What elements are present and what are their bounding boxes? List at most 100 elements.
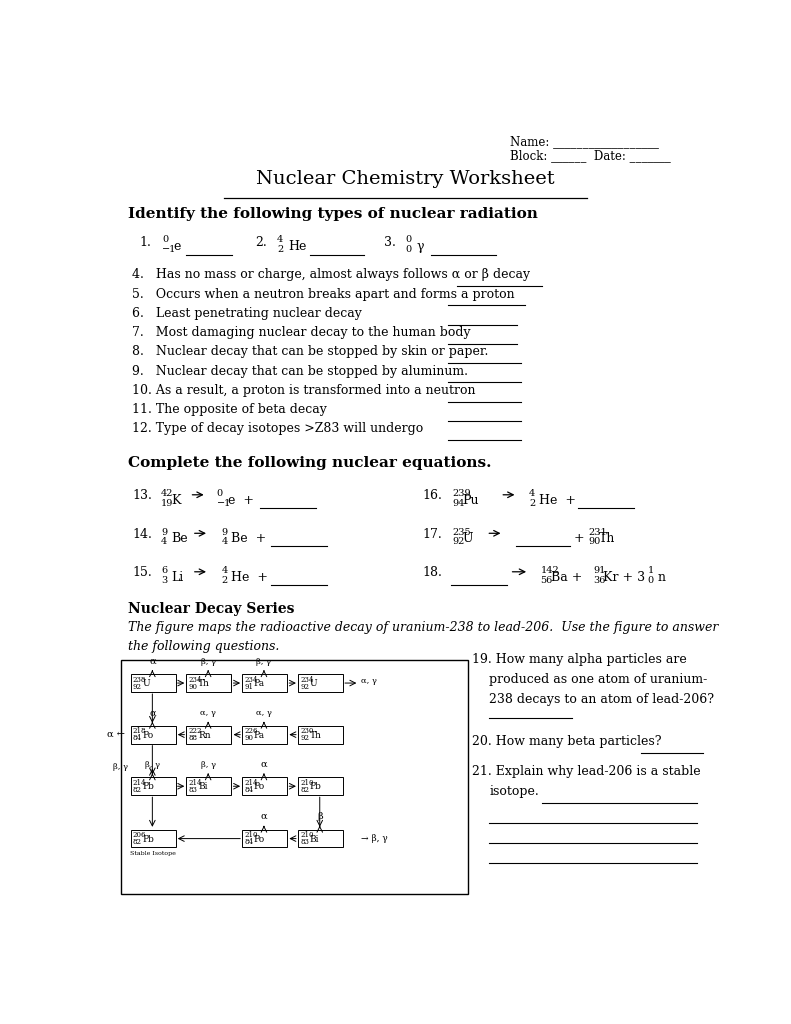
Text: 84: 84 bbox=[244, 839, 254, 846]
Text: e  +: e + bbox=[229, 494, 254, 507]
Text: Pu: Pu bbox=[463, 494, 479, 507]
Text: → β, γ: → β, γ bbox=[361, 835, 388, 843]
FancyBboxPatch shape bbox=[298, 726, 343, 743]
Text: Nuclear Decay Series: Nuclear Decay Series bbox=[128, 602, 295, 615]
Text: e: e bbox=[173, 240, 180, 253]
Text: β, γ: β, γ bbox=[145, 761, 160, 769]
Text: 2: 2 bbox=[529, 499, 536, 508]
Text: 7.   Most damaging nuclear decay to the human body: 7. Most damaging nuclear decay to the hu… bbox=[132, 327, 471, 339]
Text: 92: 92 bbox=[452, 538, 464, 546]
FancyBboxPatch shape bbox=[131, 726, 176, 743]
Text: 2: 2 bbox=[221, 575, 228, 585]
Text: 82: 82 bbox=[133, 839, 142, 846]
FancyBboxPatch shape bbox=[242, 674, 287, 692]
Text: Block: ______  Date: _______: Block: ______ Date: _______ bbox=[509, 150, 671, 162]
Text: α: α bbox=[261, 760, 267, 769]
Text: 0: 0 bbox=[162, 236, 168, 245]
Text: 4: 4 bbox=[161, 538, 167, 546]
Text: Pa: Pa bbox=[254, 731, 265, 739]
Text: 214: 214 bbox=[189, 779, 202, 786]
Text: 6.   Least penetrating nuclear decay: 6. Least penetrating nuclear decay bbox=[132, 307, 362, 319]
Text: the following questions.: the following questions. bbox=[128, 640, 280, 653]
Text: β, γ: β, γ bbox=[201, 761, 216, 769]
Text: 142: 142 bbox=[540, 566, 559, 575]
Text: 0: 0 bbox=[406, 245, 412, 254]
Text: 0: 0 bbox=[406, 236, 412, 245]
Text: Li: Li bbox=[171, 570, 184, 584]
Text: 214: 214 bbox=[244, 779, 258, 786]
Text: 84: 84 bbox=[133, 734, 142, 742]
Text: 4.   Has no mass or charge, almost always follows α or β decay: 4. Has no mass or charge, almost always … bbox=[132, 268, 530, 282]
Text: 210: 210 bbox=[244, 831, 258, 840]
Text: 36: 36 bbox=[593, 575, 606, 585]
Text: β, γ: β, γ bbox=[112, 763, 127, 771]
Text: 0: 0 bbox=[217, 489, 223, 499]
Text: 83: 83 bbox=[189, 785, 198, 794]
Text: 210: 210 bbox=[301, 779, 314, 786]
Text: 235: 235 bbox=[452, 528, 471, 537]
Text: 238 decays to an atom of lead-206?: 238 decays to an atom of lead-206? bbox=[490, 693, 714, 707]
Text: 82: 82 bbox=[133, 785, 142, 794]
Text: Th: Th bbox=[309, 731, 322, 739]
Text: Bi: Bi bbox=[309, 835, 320, 844]
Text: Th: Th bbox=[599, 532, 615, 545]
Text: 0: 0 bbox=[648, 575, 653, 585]
FancyBboxPatch shape bbox=[120, 659, 467, 894]
Text: isotope.: isotope. bbox=[490, 785, 539, 798]
Text: 4: 4 bbox=[277, 236, 283, 245]
FancyBboxPatch shape bbox=[242, 726, 287, 743]
Text: 2: 2 bbox=[277, 245, 283, 254]
FancyBboxPatch shape bbox=[131, 674, 176, 692]
Text: 1: 1 bbox=[648, 566, 654, 575]
Text: 83: 83 bbox=[301, 839, 309, 846]
Text: 2.: 2. bbox=[255, 237, 267, 249]
FancyBboxPatch shape bbox=[298, 777, 343, 795]
Text: 222: 222 bbox=[189, 727, 202, 735]
FancyBboxPatch shape bbox=[131, 829, 176, 848]
Text: Complete the following nuclear equations.: Complete the following nuclear equations… bbox=[128, 456, 492, 470]
Text: 18.: 18. bbox=[423, 566, 443, 580]
Text: 56: 56 bbox=[540, 575, 553, 585]
Text: 21. Explain why lead-206 is a stable: 21. Explain why lead-206 is a stable bbox=[472, 765, 701, 778]
Text: Po: Po bbox=[142, 731, 153, 739]
Text: He: He bbox=[288, 240, 306, 253]
Text: α: α bbox=[149, 709, 156, 718]
Text: −1: −1 bbox=[217, 499, 231, 508]
Text: K: K bbox=[171, 494, 180, 507]
Text: 42: 42 bbox=[161, 489, 173, 499]
FancyBboxPatch shape bbox=[131, 777, 176, 795]
Text: 218: 218 bbox=[133, 727, 146, 735]
FancyBboxPatch shape bbox=[187, 726, 232, 743]
Text: U: U bbox=[142, 679, 150, 688]
Text: β, γ: β, γ bbox=[201, 657, 216, 666]
Text: α, γ: α, γ bbox=[200, 710, 216, 718]
Text: 9: 9 bbox=[221, 528, 228, 537]
Text: Pa: Pa bbox=[254, 679, 265, 688]
Text: −1: −1 bbox=[162, 245, 177, 254]
Text: 4: 4 bbox=[221, 538, 228, 546]
Text: Pb: Pb bbox=[309, 782, 322, 792]
Text: 238: 238 bbox=[133, 676, 146, 684]
Text: 234: 234 bbox=[189, 676, 202, 684]
Text: 9.   Nuclear decay that can be stopped by aluminum.: 9. Nuclear decay that can be stopped by … bbox=[132, 365, 468, 378]
FancyBboxPatch shape bbox=[187, 777, 232, 795]
Text: The figure maps the radioactive decay of uranium-238 to lead-206.  Use the figur: The figure maps the radioactive decay of… bbox=[128, 622, 719, 634]
Text: γ: γ bbox=[417, 240, 424, 253]
Text: Be  +: Be + bbox=[232, 532, 267, 545]
Text: Rn: Rn bbox=[198, 731, 210, 739]
Text: 92: 92 bbox=[133, 683, 142, 690]
Text: α, γ: α, γ bbox=[256, 710, 272, 718]
Text: 210: 210 bbox=[301, 831, 314, 840]
Text: 4: 4 bbox=[221, 566, 228, 575]
Text: β, γ: β, γ bbox=[256, 657, 271, 666]
Text: 12. Type of decay isotopes >Z83 will undergo: 12. Type of decay isotopes >Z83 will und… bbox=[132, 423, 423, 435]
Text: α, γ: α, γ bbox=[361, 677, 377, 685]
Text: He  +: He + bbox=[539, 494, 576, 507]
Text: α ←: α ← bbox=[108, 730, 125, 739]
Text: β: β bbox=[317, 812, 323, 821]
Text: U: U bbox=[309, 679, 317, 688]
Text: Ba +: Ba + bbox=[551, 570, 582, 584]
Text: 19: 19 bbox=[161, 499, 173, 508]
Text: Po: Po bbox=[254, 782, 265, 792]
Text: 5.   Occurs when a neutron breaks apart and forms a proton: 5. Occurs when a neutron breaks apart an… bbox=[132, 288, 515, 301]
